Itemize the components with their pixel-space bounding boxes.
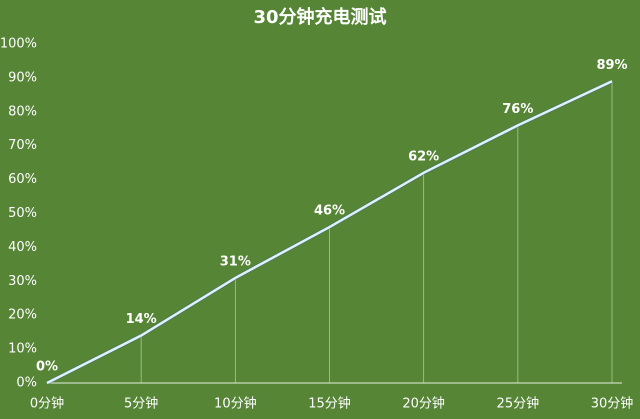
y-tick-label: 50% [8, 206, 37, 221]
y-tick-label: 80% [8, 104, 37, 119]
x-tick-label: 0分钟 [30, 396, 64, 412]
x-tick-label: 25分钟 [497, 396, 540, 412]
x-tick-label: 5分钟 [124, 396, 158, 412]
y-tick-label: 30% [8, 274, 37, 289]
value-label: 89% [596, 58, 627, 73]
line [46, 80, 613, 385]
y-tick-label: 0% [16, 376, 37, 391]
value-label: 14% [126, 312, 157, 327]
value-label: 46% [314, 204, 345, 219]
value-label: 0% [36, 360, 58, 375]
y-tick-label: 60% [8, 172, 37, 187]
chart-title: 30分钟充电测试 [253, 6, 386, 28]
y-tick-label: 70% [8, 138, 37, 153]
value-label: 31% [220, 254, 251, 269]
y-tick-label: 40% [8, 240, 37, 255]
y-tick-label: 20% [8, 308, 37, 323]
x-tick-label: 30分钟 [591, 396, 634, 412]
x-tick-label: 10分钟 [214, 396, 257, 412]
x-tick-label: 20分钟 [402, 396, 445, 412]
value-label: 76% [502, 102, 533, 117]
x-tick-label: 15分钟 [308, 396, 351, 412]
value-label: 62% [408, 149, 439, 164]
y-tick-label: 90% [8, 70, 37, 85]
y-tick-label: 100% [0, 37, 37, 52]
y-tick-label: 10% [8, 342, 37, 357]
